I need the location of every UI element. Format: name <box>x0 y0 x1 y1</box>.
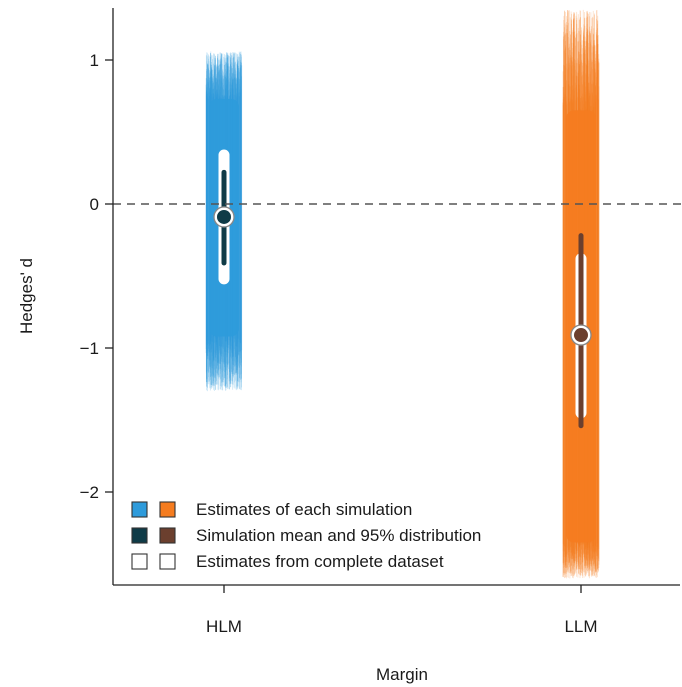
legend-swatch <box>159 553 176 570</box>
y-axis: 1 0 −1 −2 <box>80 8 114 585</box>
legend-swatch <box>131 501 148 518</box>
legend-entry: Simulation mean and 95% distribution <box>131 526 481 545</box>
x-axis-title: Margin <box>376 665 428 684</box>
group-llm <box>562 9 600 579</box>
y-axis-title: Hedges' d <box>17 258 36 334</box>
legend-swatch <box>131 553 148 570</box>
legend-entry: Estimates of each simulation <box>131 500 412 519</box>
y-tick-label: −2 <box>80 483 99 502</box>
legend-swatch <box>159 501 176 518</box>
y-tick-label: −1 <box>80 339 99 358</box>
y-tick-label: 1 <box>90 51 99 70</box>
legend: Estimates of each simulation Simulation m… <box>131 500 481 571</box>
legend-label: Estimates of each simulation <box>196 500 412 519</box>
legend-label: Estimates from complete dataset <box>196 552 444 571</box>
legend-entry: Estimates from complete dataset <box>131 552 444 571</box>
x-tick-label-llm: LLM <box>564 617 597 636</box>
x-axis: HLM LLM <box>113 584 680 636</box>
plot-area <box>113 9 682 579</box>
simulation-mean-point <box>217 209 231 224</box>
group-hlm <box>205 51 243 392</box>
legend-swatch <box>131 527 148 544</box>
simulation-mean-point <box>574 328 588 343</box>
y-tick-label: 0 <box>90 195 99 214</box>
legend-label: Simulation mean and 95% distribution <box>196 526 481 545</box>
x-tick-label-hlm: HLM <box>206 617 242 636</box>
legend-swatch <box>159 527 176 544</box>
